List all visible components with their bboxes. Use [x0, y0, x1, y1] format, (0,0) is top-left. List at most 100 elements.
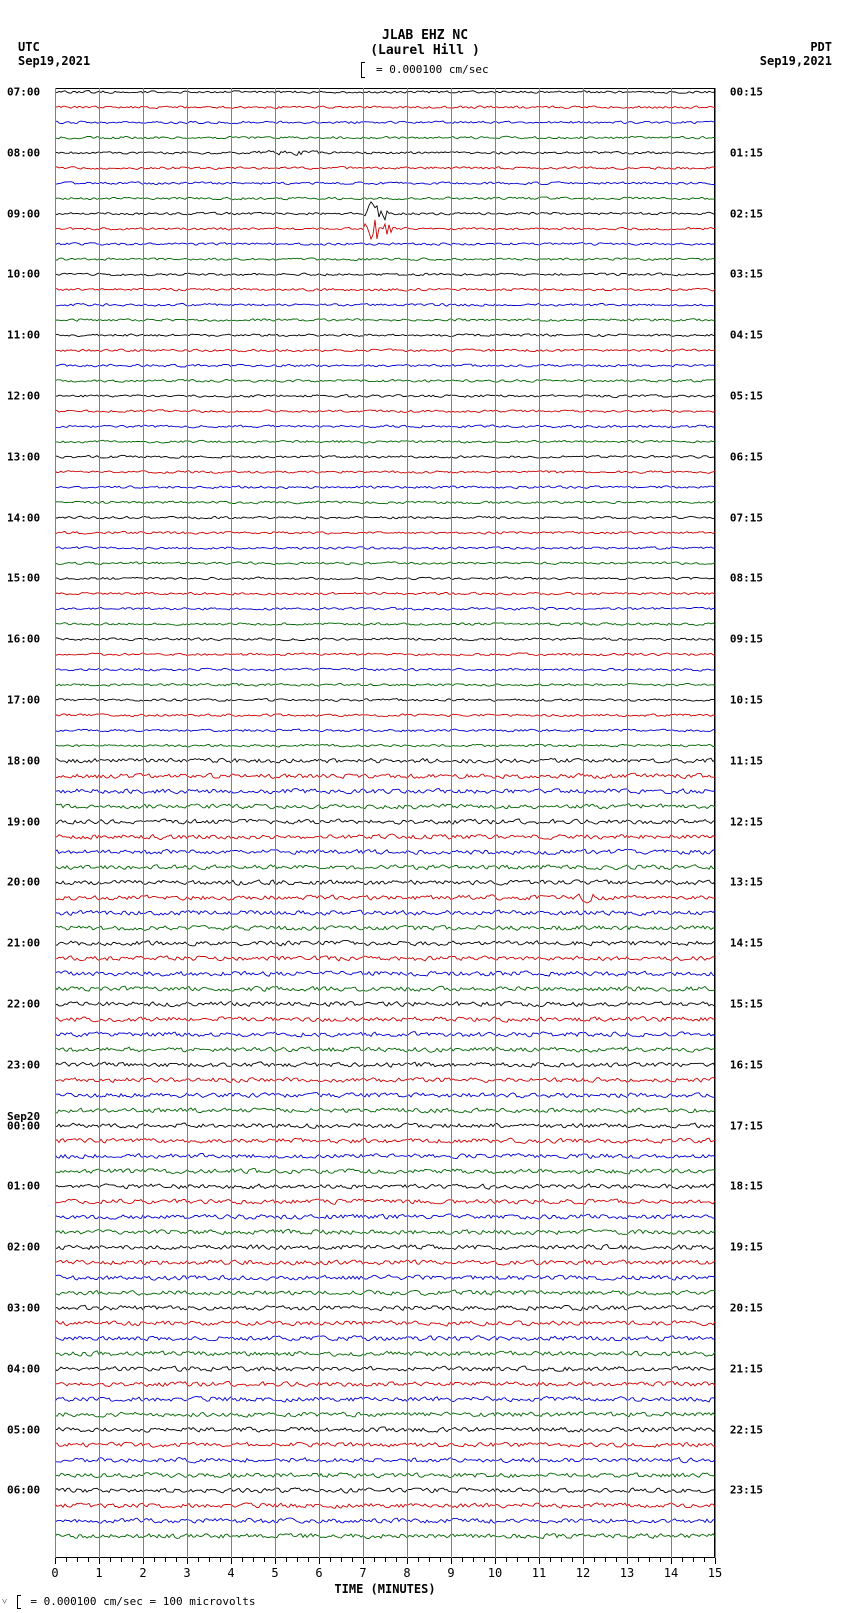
x-tick-minor: [242, 1558, 243, 1562]
x-tick-label: 1: [95, 1566, 102, 1580]
seismic-trace: [55, 1351, 715, 1356]
x-tick-minor: [429, 1558, 430, 1562]
local-hour-label: 09:15: [730, 633, 763, 646]
seismic-trace: [55, 1062, 715, 1067]
x-tick: [671, 1558, 672, 1564]
seismic-trace: [55, 273, 715, 276]
x-tick-minor: [484, 1558, 485, 1562]
x-tick: [407, 1558, 408, 1564]
x-tick-minor: [638, 1558, 639, 1562]
seismic-trace: [55, 410, 715, 413]
footer-text: = 0.000100 cm/sec = 100 microvolts: [30, 1595, 255, 1608]
seismic-trace: [55, 1138, 715, 1143]
seismic-trace: [55, 106, 715, 109]
local-hour-label: 16:15: [730, 1058, 763, 1071]
x-tick-minor: [374, 1558, 375, 1562]
seismic-trace: [55, 1488, 715, 1493]
seismic-trace: [55, 1290, 715, 1295]
seismic-trace: [55, 1412, 715, 1417]
utc-hour-label: 19:00: [7, 815, 40, 828]
local-hour-label: 08:15: [730, 572, 763, 585]
utc-hour-label: 09:00: [7, 207, 40, 220]
local-hour-label: 17:15: [730, 1119, 763, 1132]
local-hour-label: 18:15: [730, 1180, 763, 1193]
x-tick-minor: [506, 1558, 507, 1562]
seismic-trace: [55, 547, 715, 550]
seismic-trace: [55, 258, 715, 261]
x-tick-minor: [165, 1558, 166, 1562]
utc-hour-label: 06:00: [7, 1484, 40, 1497]
seismic-trace: [55, 243, 715, 246]
x-tick-label: 15: [708, 1566, 722, 1580]
seismic-trace: [55, 1397, 715, 1403]
grid-line: [539, 88, 540, 1558]
location-subtitle: (Laurel Hill ): [0, 43, 850, 58]
x-tick: [583, 1558, 584, 1564]
x-tick-minor: [385, 1558, 386, 1562]
x-tick-minor: [88, 1558, 89, 1562]
utc-hour-label: 10:00: [7, 268, 40, 281]
x-tick-minor: [154, 1558, 155, 1562]
local-hour-label: 22:15: [730, 1423, 763, 1436]
seismic-trace: [55, 1093, 715, 1098]
seismic-trace: [55, 894, 715, 903]
local-hour-label: 03:15: [730, 268, 763, 281]
x-tick-minor: [440, 1558, 441, 1562]
seismic-trace: [55, 1518, 715, 1523]
seismic-trace: [55, 91, 715, 94]
x-tick-minor: [176, 1558, 177, 1562]
x-tick-minor: [528, 1558, 529, 1562]
seismic-trace: [55, 607, 715, 610]
x-tick: [627, 1558, 628, 1564]
grid-line: [231, 88, 232, 1558]
utc-hour-label: 15:00: [7, 572, 40, 585]
seismic-trace: [55, 1381, 715, 1386]
x-tick-label: 4: [227, 1566, 234, 1580]
seismic-trace: [55, 562, 715, 565]
seismic-trace: [55, 220, 715, 239]
grid-line: [55, 88, 56, 1558]
footer-scale: ˅ = 0.000100 cm/sec = 100 microvolts: [2, 1595, 256, 1609]
x-tick: [55, 1558, 56, 1564]
x-tick: [495, 1558, 496, 1564]
seismic-trace: [55, 1336, 715, 1341]
seismogram-plot: TIME (MINUTES) 012345678910111213141507:…: [55, 88, 715, 1558]
seismic-trace: [55, 926, 715, 931]
local-hour-label: 04:15: [730, 329, 763, 342]
utc-hour-label: 13:00: [7, 450, 40, 463]
x-tick-minor: [330, 1558, 331, 1562]
utc-hour-label: 04:00: [7, 1362, 40, 1375]
seismic-trace: [55, 577, 715, 580]
grid-line: [495, 88, 496, 1558]
x-tick-minor: [550, 1558, 551, 1562]
seismic-trace: [55, 455, 715, 458]
utc-hour-label: 20:00: [7, 876, 40, 889]
seismic-trace: [55, 364, 715, 367]
seismic-trace: [55, 819, 715, 824]
seismic-trace: [55, 592, 715, 595]
x-tick-label: 2: [139, 1566, 146, 1580]
utc-hour-label: 21:00: [7, 937, 40, 950]
seismic-trace: [55, 501, 715, 504]
x-tick-minor: [308, 1558, 309, 1562]
utc-hour-label: 17:00: [7, 694, 40, 707]
x-tick: [539, 1558, 540, 1564]
seismic-trace: [55, 167, 715, 170]
seismic-trace: [55, 319, 715, 322]
seismic-trace: [55, 1184, 715, 1189]
utc-hour-label: 12:00: [7, 390, 40, 403]
utc-hour-label: 16:00: [7, 633, 40, 646]
seismic-trace: [55, 1229, 715, 1234]
x-tick-minor: [341, 1558, 342, 1562]
x-tick-minor: [418, 1558, 419, 1562]
seismic-trace: [55, 956, 715, 961]
x-tick-minor: [209, 1558, 210, 1562]
x-tick: [319, 1558, 320, 1564]
x-tick-minor: [561, 1558, 562, 1562]
seismic-trace: [55, 395, 715, 398]
seismic-trace: [55, 834, 715, 839]
x-tick-label: 12: [576, 1566, 590, 1580]
x-tick-minor: [286, 1558, 287, 1562]
x-tick-minor: [473, 1558, 474, 1562]
seismic-trace: [55, 729, 715, 732]
